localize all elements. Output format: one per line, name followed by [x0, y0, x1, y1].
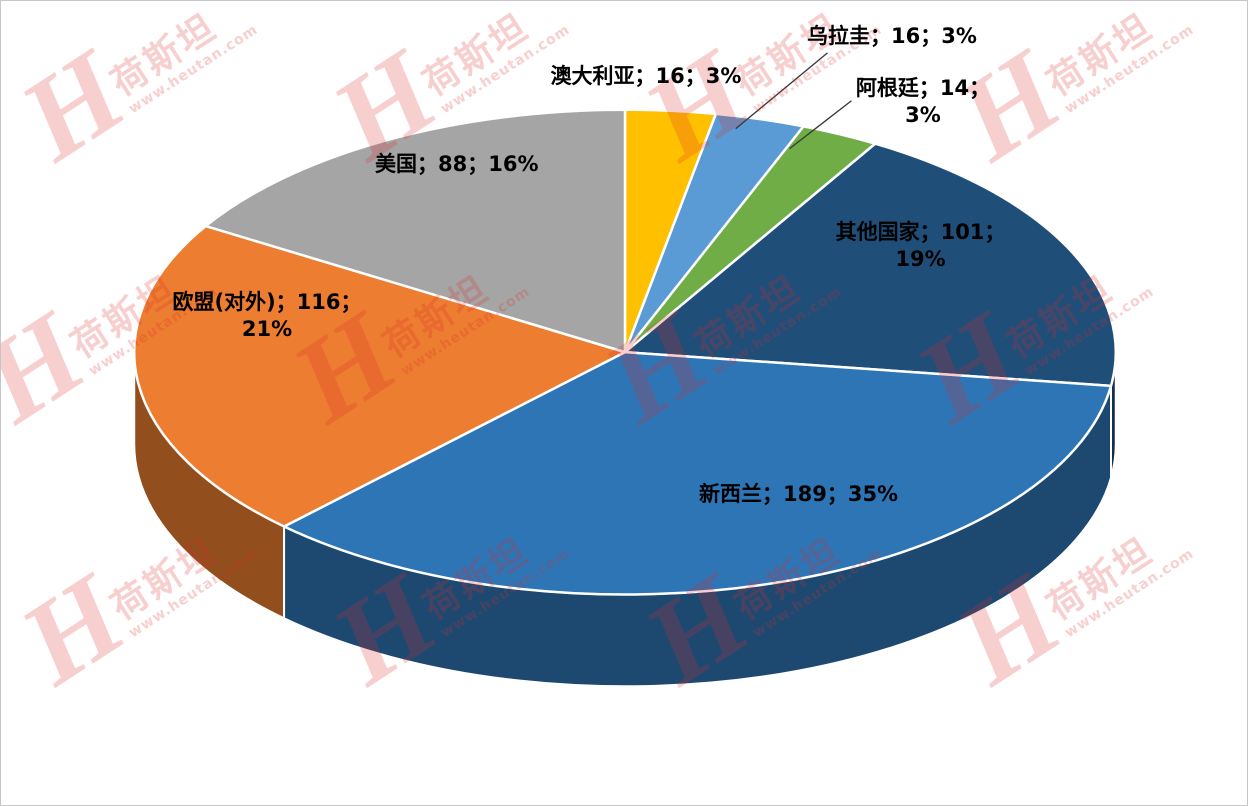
leader-line-argentina: [789, 100, 852, 150]
pie-slice-other-countries: [623, 142, 1118, 388]
pie-slice-new-zealand: [282, 350, 1113, 596]
pie-slice-eu-external: [133, 224, 627, 528]
leader-line-uruguay: [735, 52, 828, 130]
pie-slice-usa: [204, 108, 627, 354]
